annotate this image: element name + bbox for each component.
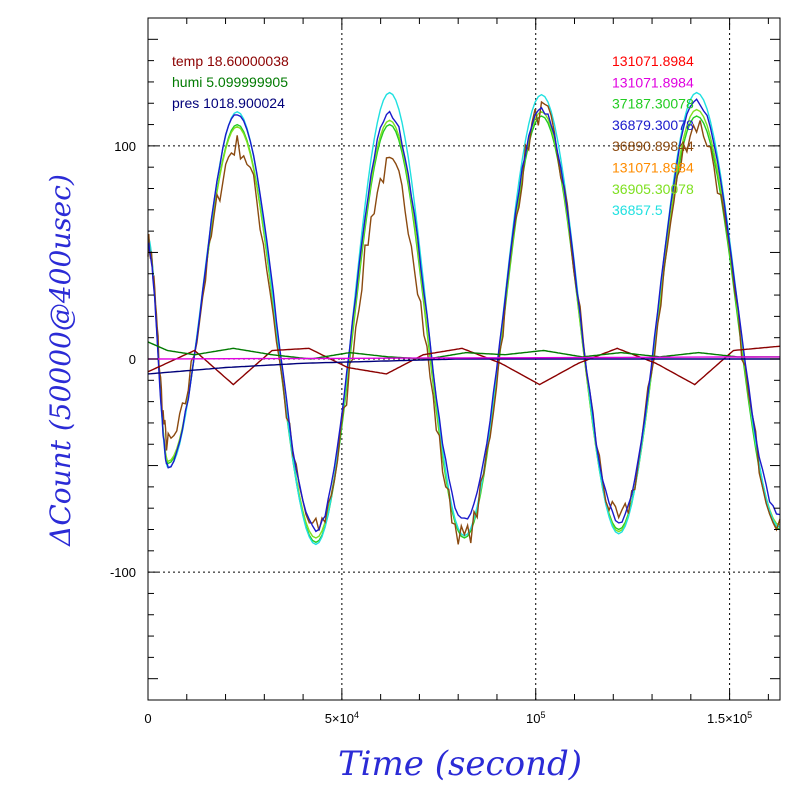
y-tick-label: 0 bbox=[129, 352, 136, 367]
legend-right-entry: 37187.30078 bbox=[612, 96, 694, 112]
legend-right-entry: 131071.8984 bbox=[612, 74, 694, 90]
x-tick-label: 1.5×105 bbox=[707, 710, 752, 726]
legend-left: temp 18.60000038 humi 5.099999905 pres 101… bbox=[172, 53, 289, 111]
x-axis-title: Time (second) bbox=[338, 744, 582, 784]
x-tick-exponent: 4 bbox=[354, 710, 359, 720]
x-tick-label: 0 bbox=[144, 711, 151, 726]
y-tick-label: 100 bbox=[114, 139, 136, 154]
y-tick-label: -100 bbox=[110, 565, 136, 580]
legend-right-entry: 36857.5 bbox=[612, 202, 663, 218]
series-line bbox=[147, 100, 781, 545]
legend-right-entry: 36905.30078 bbox=[612, 181, 694, 197]
x-tick-exponent: 5 bbox=[540, 710, 545, 720]
series-line bbox=[147, 98, 781, 533]
series-line bbox=[147, 356, 781, 360]
tick-marks bbox=[148, 18, 780, 700]
legend-right-entry: 36890.89844 bbox=[612, 138, 694, 154]
x-tick-labels: 0 5×104 105 1.5×105 bbox=[144, 710, 752, 726]
y-tick-labels: 100 0 -100 bbox=[110, 139, 136, 580]
legend-left-entry: temp 18.60000038 bbox=[172, 53, 289, 69]
x-tick-label: 5×104 bbox=[325, 710, 359, 726]
series-line bbox=[147, 345, 781, 386]
legend-right-entry: 36879.30078 bbox=[612, 117, 694, 133]
x-tick-label: 105 bbox=[526, 710, 545, 726]
legend-right-entry: 131071.8984 bbox=[612, 160, 694, 176]
legend-right: 131071.8984 131071.8984 37187.30078 36879.3… bbox=[612, 53, 694, 218]
legend-left-entry: humi 5.099999905 bbox=[172, 74, 288, 90]
legend-left-entry: pres 1018.900024 bbox=[172, 95, 285, 111]
x-tick-exponent: 5 bbox=[747, 710, 752, 720]
y-axis-title: ΔCount (50000@400usec) bbox=[44, 174, 77, 547]
series-line bbox=[147, 358, 780, 375]
legend-right-entry: 131071.8984 bbox=[612, 53, 694, 69]
series-group bbox=[147, 91, 781, 546]
series-line bbox=[147, 341, 780, 360]
